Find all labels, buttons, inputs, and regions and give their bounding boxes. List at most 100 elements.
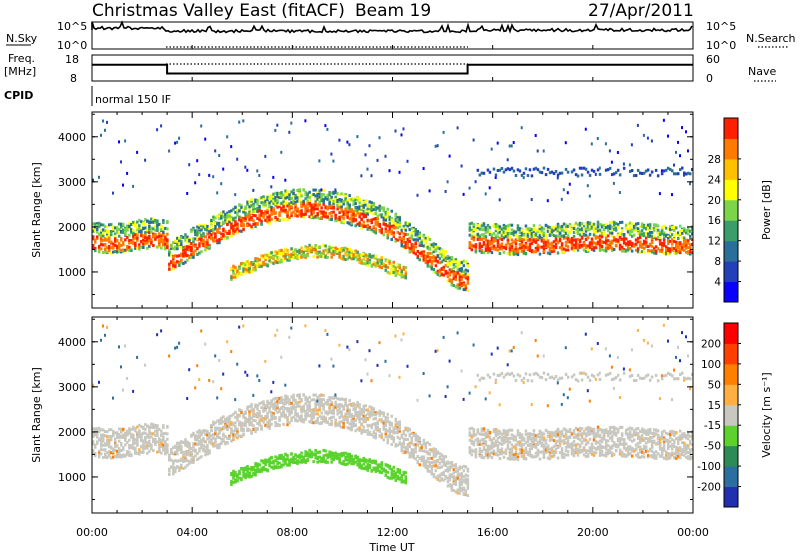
power-echo: [312, 207, 315, 211]
power-echo: [496, 241, 500, 245]
power-echo: [392, 221, 395, 225]
velocity-echo: [160, 440, 163, 444]
power-echo: [406, 222, 409, 225]
power-echo: [336, 207, 339, 211]
power-echo: [106, 233, 109, 237]
nave-tick-bottom: 0: [706, 72, 713, 85]
power-echo: [667, 227, 670, 231]
power-echo: [206, 245, 209, 249]
power-echo: [568, 225, 572, 229]
power-echo: [687, 252, 690, 255]
power-echo: [314, 248, 317, 252]
power-echo: [280, 207, 283, 211]
power-echo: [390, 218, 393, 222]
power-echo: [198, 224, 201, 228]
power-echo: [92, 229, 95, 233]
power-echo: [266, 196, 269, 199]
power-echo: [350, 252, 353, 256]
power-echo: [398, 221, 401, 225]
power-echo: [456, 269, 460, 273]
velocity-echo: [176, 459, 179, 463]
power-echo: [438, 250, 442, 254]
power-echo: [274, 254, 277, 258]
power-echo: [378, 207, 381, 211]
power-echo: [468, 226, 472, 230]
power-echo: [652, 226, 656, 230]
power-echo: [398, 237, 401, 241]
power-echo: [418, 236, 421, 240]
power-echo: [288, 255, 291, 259]
power-echo: [508, 248, 512, 252]
power-echo: [652, 249, 656, 253]
power-echo: [679, 251, 682, 255]
power-echo: [168, 251, 171, 255]
power-echo: [434, 243, 438, 247]
velocity-echo: [268, 460, 271, 464]
velocity-echo: [286, 423, 289, 427]
power-echo: [458, 275, 462, 279]
power-echo: [240, 261, 243, 265]
power-echo: [460, 267, 464, 271]
power-echo: [334, 213, 337, 217]
power-echo: [640, 225, 644, 229]
power-echo: [178, 236, 181, 240]
power-echo: [218, 214, 221, 218]
power-echo: [420, 254, 423, 258]
power-echo: [160, 124, 163, 128]
power-echo: [294, 200, 297, 204]
velocity-echo: [130, 444, 133, 448]
velocity-echo: [228, 415, 231, 419]
velocity-echo: [148, 442, 151, 446]
power-echo: [294, 193, 297, 197]
power-echo: [150, 241, 153, 245]
power-echo: [304, 197, 307, 201]
power-echo: [502, 246, 506, 249]
power-echo: [546, 167, 550, 171]
velocity-echo: [138, 452, 141, 456]
power-echo: [500, 238, 504, 242]
power-echo: [554, 234, 558, 238]
power-echo: [108, 245, 111, 248]
nsearch-label: N.Search: [746, 32, 796, 45]
velocity-echo: [294, 401, 297, 405]
power-echo: [677, 234, 680, 238]
power-echo: [604, 142, 607, 146]
power-echo: [122, 183, 124, 187]
power-echo: [122, 243, 125, 247]
power-echo: [514, 250, 518, 254]
velocity-echo: [108, 438, 111, 442]
power-echo: [640, 250, 644, 254]
power-echo: [366, 263, 369, 267]
power-echo: [236, 210, 239, 214]
power-echo: [428, 243, 432, 247]
power-echo: [588, 241, 592, 245]
velocity-echo: [258, 463, 261, 467]
velocity-echo: [262, 420, 265, 424]
power-echo: [614, 240, 618, 243]
power-echo: [614, 238, 618, 242]
power-echo: [420, 241, 423, 245]
power-echo: [374, 256, 377, 260]
power-echo: [600, 241, 604, 245]
velocity-echo: [108, 434, 111, 438]
velocity-echo: [102, 324, 104, 328]
power-echo: [302, 250, 305, 254]
power-echo: [574, 221, 578, 225]
power-colorbar-segment: [724, 118, 738, 139]
velocity-echo: [268, 426, 271, 430]
power-echo: [360, 217, 363, 221]
power-echo: [552, 228, 556, 232]
power-echo: [296, 199, 299, 203]
power-echo: [687, 226, 690, 230]
power-echo: [438, 261, 442, 265]
velocity-echo: [104, 434, 107, 438]
power-echo: [602, 240, 606, 244]
power-echo: [460, 277, 464, 281]
power-echo: [428, 264, 432, 268]
power-echo: [130, 223, 133, 226]
power-echo: [656, 235, 660, 239]
power-echo: [630, 249, 634, 253]
velocity-echo: [280, 412, 283, 416]
power-echo: [656, 174, 660, 178]
power-echo: [458, 278, 462, 282]
